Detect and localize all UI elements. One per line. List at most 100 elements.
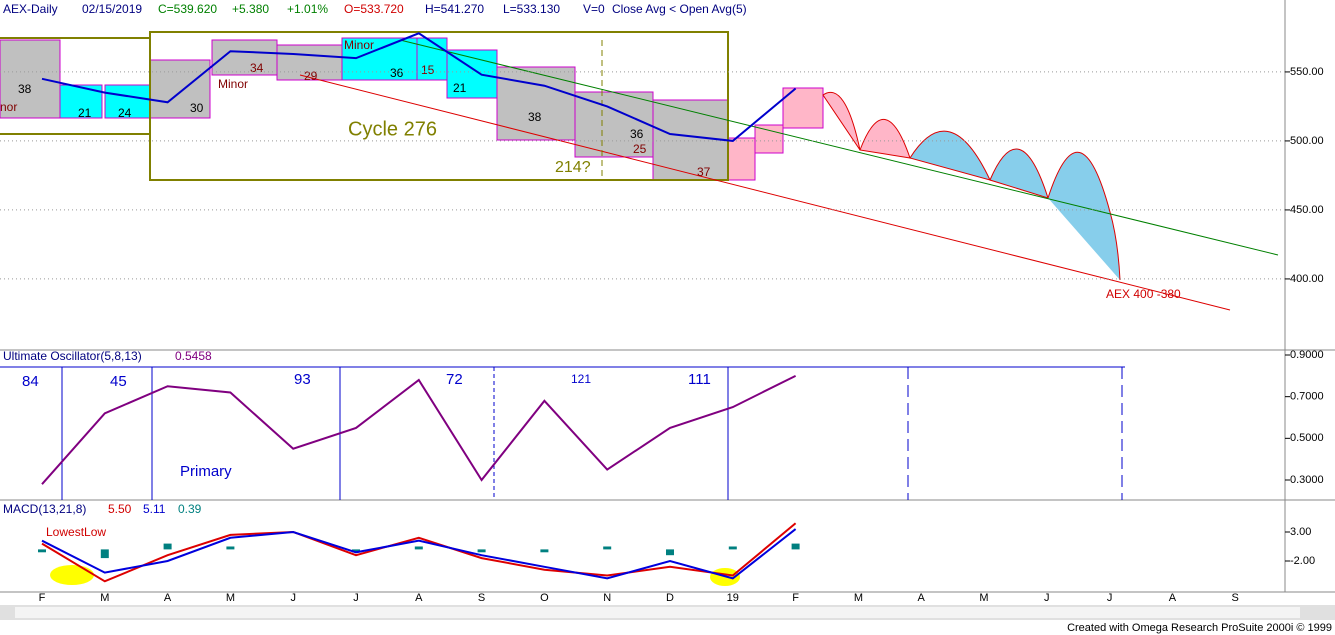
box-count: 24 [118,106,132,120]
histogram-bar [100,549,109,559]
projection-arc [989,148,1049,199]
macd-legend: 5.11 [143,502,166,516]
x-tick-label: A [918,592,926,604]
x-tick-label: N [603,592,611,604]
box-count: 38 [18,82,32,96]
histogram-bar [226,546,235,550]
header: AEX-Daily 02/15/2019 C=539.620 +5.380 +1… [3,2,747,16]
condition: Close Avg < Open Avg(5) [612,2,747,16]
macd-legend: 5.50 [108,502,132,516]
y-tick-label: -2.00 [1290,555,1315,567]
x-tick-label: O [540,592,549,604]
box-count: 34 [250,61,264,75]
question-label: 214? [555,159,591,176]
series-line [41,528,797,580]
box-count: 36 [390,66,404,80]
trend-line [299,74,1231,311]
osc-count: 84 [22,373,39,390]
primary-label: Primary [180,463,232,480]
series-line [41,374,797,485]
x-tick-label: F [792,592,799,604]
x-tick-label: J [1107,592,1113,604]
macd-title: MACD(13,21,8) [3,502,86,516]
x-tick-label: J [290,592,296,604]
osc-title: Ultimate Oscillator(5,8,13) [3,349,142,363]
x-tick-label: A [1169,592,1177,604]
x-tick-label: J [1044,592,1050,604]
y-tick-label: 0.7000 [1290,391,1324,403]
series-line [41,522,797,583]
trend-line [399,39,1279,256]
target-label: AEX 400 -380 [1106,287,1181,301]
x-tick-label: J [353,592,359,604]
box [574,91,654,158]
y-tick-label: 550.00 [1290,66,1324,78]
box-count: 21 [453,81,467,95]
projection-arc [822,91,861,151]
box [727,137,756,181]
cycle-frame [0,37,151,135]
histogram-bar [728,546,737,550]
osc-count: 45 [110,373,127,390]
box-count: 37 [697,165,711,179]
x-tick-label: M [979,592,988,604]
x-tick-label: D [666,592,674,604]
x-tick-label: S [1232,592,1239,604]
box-count: 36 [630,127,644,141]
box [0,39,61,119]
scroll-track[interactable] [15,607,1300,618]
minor-label: Minor [344,38,374,52]
projection-arc [909,130,991,181]
histogram-bar [352,549,360,553]
projection-arc [859,118,911,159]
osc-value: 0.5458 [175,349,212,363]
series-line [41,32,797,142]
footer: Created with Omega Research ProSuite 200… [1067,622,1332,634]
histogram-bar [540,549,549,553]
box [496,66,576,141]
histogram-bar [603,546,612,550]
osc-count: 121 [571,372,591,386]
open: O=533.720 [344,2,404,16]
x-tick-label: A [415,592,423,604]
lowest-label: LowestLow [46,525,106,539]
highlight [50,565,94,585]
plot: F M A M J J A S O N D 19 F M A M J J A S Ultimate Oscillator… [0,32,1324,604]
low: L=533.130 [503,2,560,16]
histogram-bar [38,549,46,553]
date: 02/15/2019 [82,2,142,16]
x-tick-label: S [478,592,485,604]
box-count: 30 [190,101,204,115]
box [276,44,343,81]
minor-label: Minor [218,77,248,91]
box [754,124,784,154]
cycle-boxes [0,31,1279,311]
histogram-bar [791,543,800,550]
y-tick-label: 0.5000 [1290,432,1324,444]
x-tick-label: M [100,592,109,604]
box-count: 38 [528,110,542,124]
box-count: 25 [633,142,647,156]
close: C=539.620 [158,2,217,16]
y-tick-label: 0.9000 [1290,349,1324,361]
osc-count: 111 [688,371,711,388]
macd-legend: 0.39 [178,502,202,516]
symbol: AEX-Daily [3,2,58,16]
volume: V=0 [583,2,605,16]
box-count: 21 [78,106,92,120]
high: H=541.270 [425,2,484,16]
x-tick-label: A [164,592,172,604]
osc-count: 93 [294,371,311,388]
histogram-bar [477,549,486,553]
box [782,87,824,129]
x-tick-label: M [226,592,235,604]
box-count: 29 [304,69,318,83]
y-tick-label: 3.00 [1290,526,1311,538]
minor-label: nor [0,100,17,114]
histogram-bar [414,546,423,550]
histogram-bar [163,543,172,550]
box [104,84,151,119]
y-tick-label: 450.00 [1290,204,1324,216]
x-tick-label: M [854,592,863,604]
